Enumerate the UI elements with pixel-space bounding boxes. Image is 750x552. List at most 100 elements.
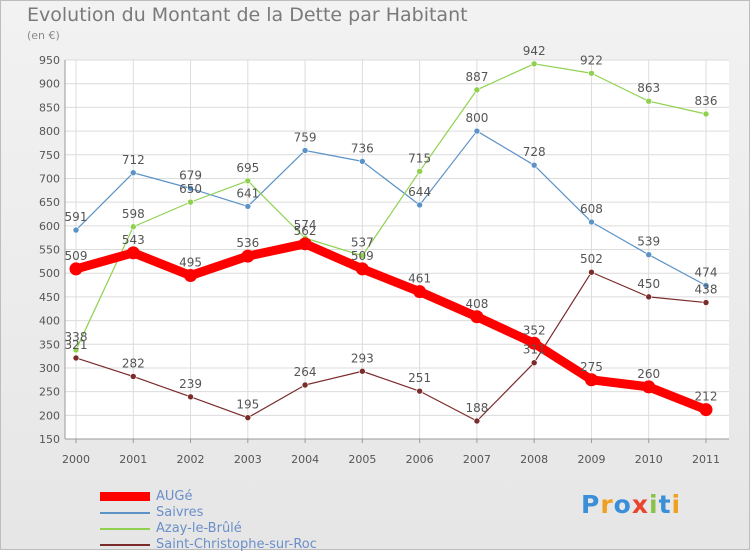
data-point — [69, 262, 83, 276]
data-label: 695 — [236, 161, 259, 175]
data-point — [244, 414, 252, 421]
data-point — [413, 285, 427, 299]
data-point — [473, 127, 481, 135]
data-point — [588, 69, 595, 77]
axes: 150 200 250 300 350 400 450 500 550 600 650 700 750 8… — [39, 54, 729, 466]
data-point — [298, 237, 312, 251]
data-label: 260 — [637, 367, 660, 381]
series-line — [75, 271, 707, 422]
series-line — [75, 63, 707, 351]
data-label: 598 — [122, 207, 145, 221]
data-label: 338 — [65, 330, 88, 344]
data-label: 728 — [523, 145, 546, 159]
data-label: 311 — [523, 343, 546, 357]
y-tick-label: 900 — [39, 78, 60, 91]
chart-title: Evolution du Montant de la Dette par Hab… — [27, 4, 468, 26]
data-label: 282 — [122, 356, 145, 370]
data-point — [184, 269, 198, 283]
data-label: 509 — [65, 249, 88, 263]
legend-item: Saivres — [100, 505, 203, 520]
series-line — [71, 239, 711, 415]
series-line — [75, 130, 707, 287]
data-label: 942 — [523, 44, 546, 58]
data-point — [588, 268, 595, 276]
data-point — [241, 249, 255, 263]
data-point — [416, 201, 423, 209]
data-label: 502 — [580, 252, 603, 266]
data-point — [72, 226, 80, 234]
logo-letter: r — [600, 490, 614, 519]
data-label: 679 — [179, 168, 202, 182]
data-point — [244, 203, 252, 210]
data-label: 450 — [637, 277, 660, 291]
data-label: 495 — [179, 256, 202, 270]
data-label: 543 — [122, 233, 145, 247]
y-tick-label: 300 — [39, 362, 60, 375]
data-point — [301, 147, 309, 154]
data-point — [530, 60, 538, 68]
y-tick-label: 600 — [39, 220, 60, 233]
data-labels: 509 543 495 536 562 509 461 408 352 275 260 212 591 7… — [65, 44, 718, 415]
data-label: 321 — [65, 338, 88, 352]
logo-letter: x — [631, 490, 649, 519]
data-point — [244, 177, 252, 185]
y-tick-label: 450 — [39, 291, 60, 304]
logo-letter: i — [649, 490, 659, 519]
data-point — [301, 381, 309, 389]
legend-swatch — [100, 543, 150, 546]
x-tick-label: 2006 — [406, 453, 434, 466]
data-point — [126, 246, 140, 260]
logo-letter: P — [581, 490, 601, 519]
data-point — [588, 218, 595, 226]
data-label: 264 — [294, 365, 317, 379]
data-point — [129, 169, 137, 177]
x-tick-label: 2002 — [177, 453, 205, 466]
data-label: 293 — [351, 351, 374, 365]
chart-subtitle: (en €) — [27, 29, 60, 42]
data-point — [473, 86, 481, 94]
data-label: 239 — [179, 377, 202, 391]
data-point — [584, 373, 598, 387]
data-point — [642, 380, 656, 394]
x-tick-label: 2007 — [463, 453, 491, 466]
data-point — [699, 403, 713, 417]
y-tick-label: 950 — [39, 54, 60, 67]
y-tick-label: 150 — [39, 433, 60, 446]
data-point — [530, 359, 538, 367]
data-label: 736 — [351, 141, 374, 155]
logo-letter: i — [671, 490, 682, 519]
data-label: 644 — [408, 185, 431, 199]
legend-item: Azay-le-Brûlé — [100, 521, 242, 536]
data-point — [702, 110, 710, 118]
data-point — [187, 185, 194, 192]
series-lines — [71, 63, 711, 422]
data-point — [187, 198, 194, 206]
x-tick-label: 2010 — [635, 453, 663, 466]
data-point — [470, 310, 484, 324]
data-label: 608 — [580, 202, 603, 216]
x-tick-label: 2000 — [62, 453, 90, 466]
y-tick-label: 800 — [39, 125, 60, 138]
y-tick-label: 350 — [39, 338, 60, 351]
data-label: 537 — [351, 236, 374, 250]
data-point — [72, 354, 80, 362]
data-label: 212 — [695, 390, 718, 404]
data-label: 474 — [695, 266, 718, 280]
data-point — [129, 223, 137, 231]
x-tick-label: 2003 — [234, 453, 262, 466]
x-tick-label: 2001 — [119, 453, 147, 466]
data-label: 863 — [637, 81, 660, 95]
data-point — [355, 262, 369, 276]
proxiti-logo: Proxiti — [581, 490, 681, 519]
data-label: 438 — [695, 283, 718, 297]
data-label: 836 — [695, 94, 718, 108]
data-point — [702, 299, 710, 306]
y-tick-label: 850 — [39, 101, 60, 114]
data-label: 712 — [122, 153, 145, 167]
data-point — [72, 346, 80, 354]
data-label: 715 — [408, 151, 431, 165]
y-tick-label: 750 — [39, 149, 60, 162]
y-tick-label: 550 — [39, 244, 60, 257]
legend-item: AUGé — [100, 489, 192, 504]
legend-label: Azay-le-Brûlé — [156, 521, 242, 536]
